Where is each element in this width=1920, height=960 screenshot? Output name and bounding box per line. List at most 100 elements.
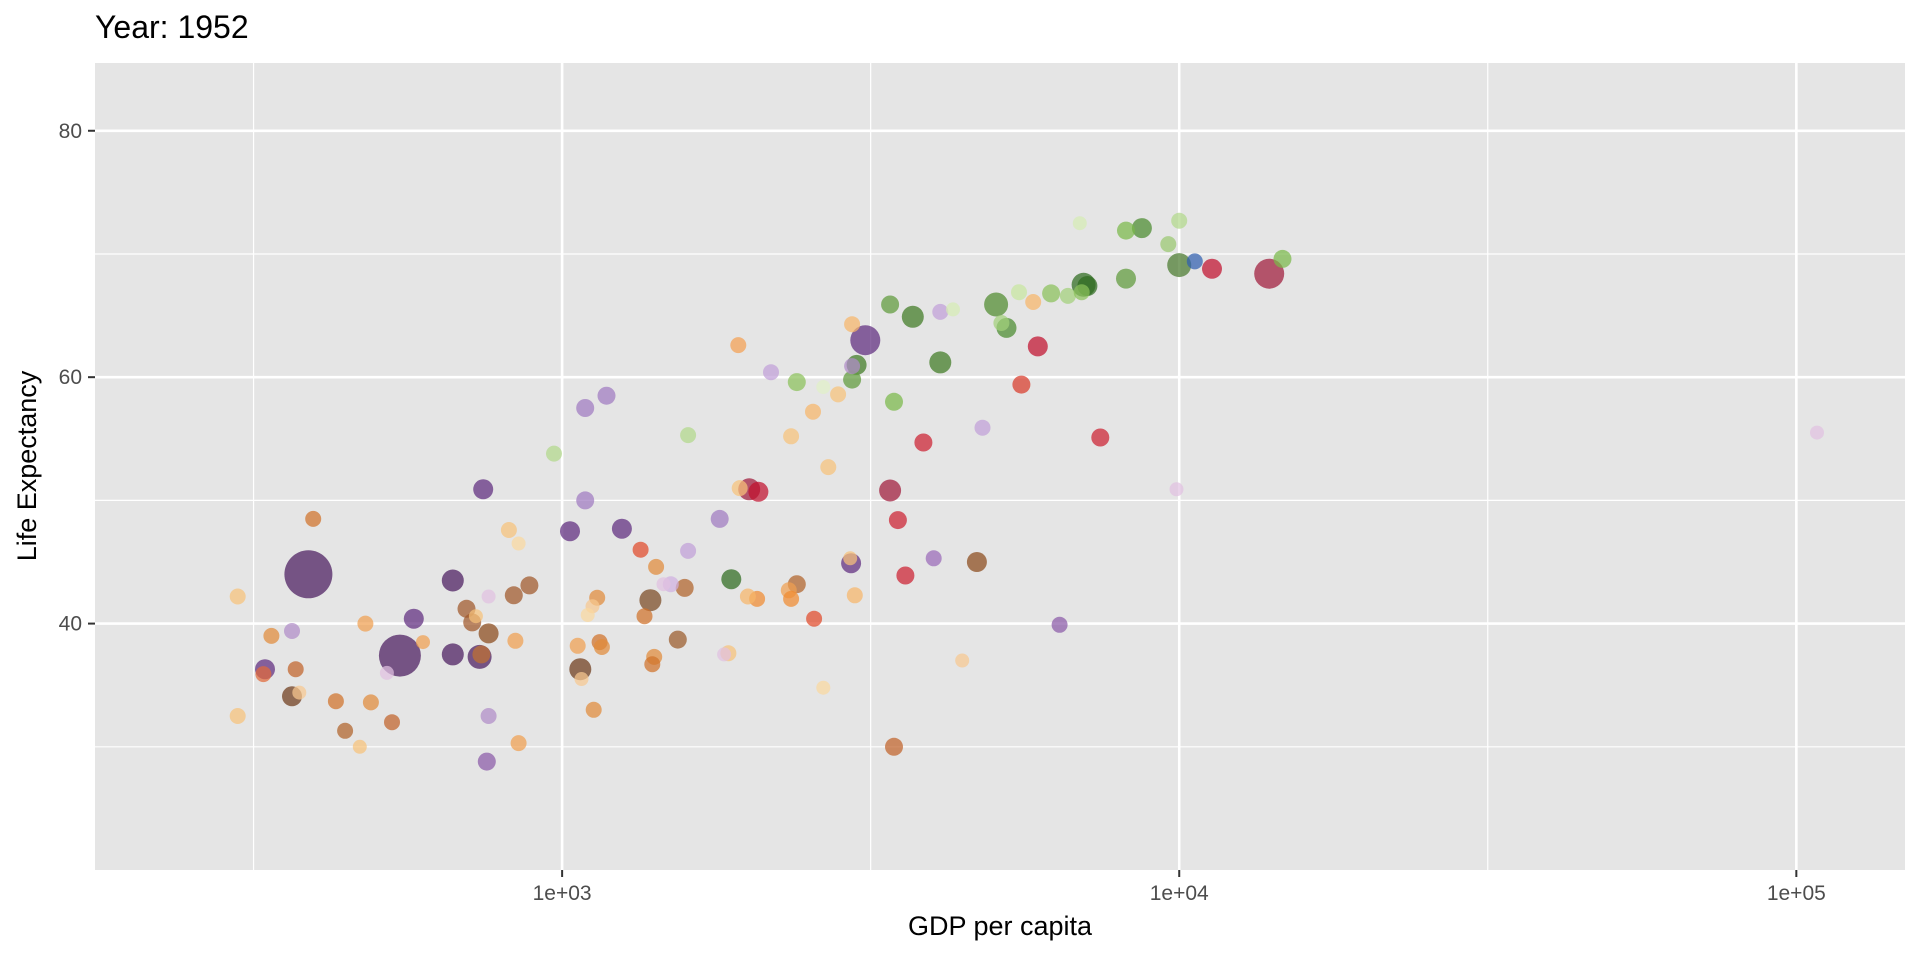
data-point [844,316,861,333]
grid-minor [95,63,1905,870]
data-point [843,370,862,389]
data-point [472,645,491,664]
x-tick-label: 1e+04 [1150,882,1209,905]
data-point [966,552,987,572]
data-point [896,566,915,585]
data-point [480,708,497,724]
data-point [710,509,729,528]
data-point [362,694,379,711]
data-point [1072,216,1087,231]
grid-major [95,63,1905,870]
data-point [473,479,494,500]
data-point [284,550,333,599]
y-tick-label: 80 [59,120,82,143]
axis-ticks [88,129,1798,877]
data-point [327,693,344,710]
data-point [255,666,272,683]
data-point [1012,375,1031,394]
data-point [229,708,246,724]
data-point [639,589,662,612]
data-point [901,305,924,328]
y-tick-label: 60 [59,366,82,389]
data-point [1027,336,1048,357]
data-point [763,364,779,381]
data-point [1254,258,1285,289]
data-point [507,632,524,649]
data-point [1169,482,1184,497]
data-point [1025,294,1042,310]
data-point [379,665,394,680]
data-point [1160,236,1177,253]
data-point [611,518,632,539]
data-point [1073,284,1090,301]
data-point [805,403,821,420]
data-point [1091,428,1110,447]
data-point [593,639,610,655]
data-point [1810,425,1824,440]
data-point [1186,253,1203,270]
data-point [955,653,970,668]
data-point [888,511,907,530]
x-tick-label: 1e+03 [533,882,592,905]
data-point [846,587,863,604]
data-point [546,445,562,462]
data-point [656,577,671,592]
data-point [830,386,847,403]
y-axis-title: Life Expectancy [12,370,42,561]
data-point [644,656,661,673]
data-point [511,536,526,551]
data-point [632,541,649,558]
data-point [1042,284,1061,303]
data-point [850,325,881,356]
data-point [597,386,616,405]
axis-tick-labels: 1e+03 1e+04 1e+05 40 60 80 [59,120,1826,905]
data-point [844,358,861,375]
x-axis-title: GDP per capita [908,911,1093,941]
data-point [816,380,831,394]
data-point [885,737,903,756]
data-point [879,479,902,502]
data-point [1011,284,1027,301]
data-point [504,586,523,605]
data-point [441,643,464,666]
data-point [680,542,697,559]
data-point [477,752,496,771]
data-point [717,647,732,662]
data-point [576,399,595,417]
data-point [284,623,300,639]
data-point [292,685,307,700]
data-point [441,569,464,592]
data-point [510,735,527,752]
data-point [1167,253,1192,278]
data-point [1051,616,1068,633]
data-point [574,672,589,686]
data-point [783,590,800,607]
data-point [352,739,367,754]
data-point [560,521,580,542]
chart-title: Year: 1952 [95,9,249,45]
data-point [932,303,949,320]
data-point [783,428,800,445]
data-point [993,315,1010,331]
data-point [748,481,769,502]
data-point [914,433,933,452]
data-point [520,576,539,595]
data-point [806,610,823,627]
data-point [721,569,742,590]
x-tick-label: 1e+05 [1767,882,1826,905]
data-point [843,551,858,566]
plot-panel [95,63,1905,870]
data-point [929,351,952,374]
data-point [731,480,748,497]
data-point [416,635,430,650]
data-point [357,615,374,632]
data-point [1117,221,1135,240]
data-point [478,623,499,644]
data-point [481,589,496,604]
data-point [885,392,903,411]
data-point [739,588,756,605]
data-point [648,558,665,575]
data-point [925,550,942,567]
data-point [820,459,837,476]
